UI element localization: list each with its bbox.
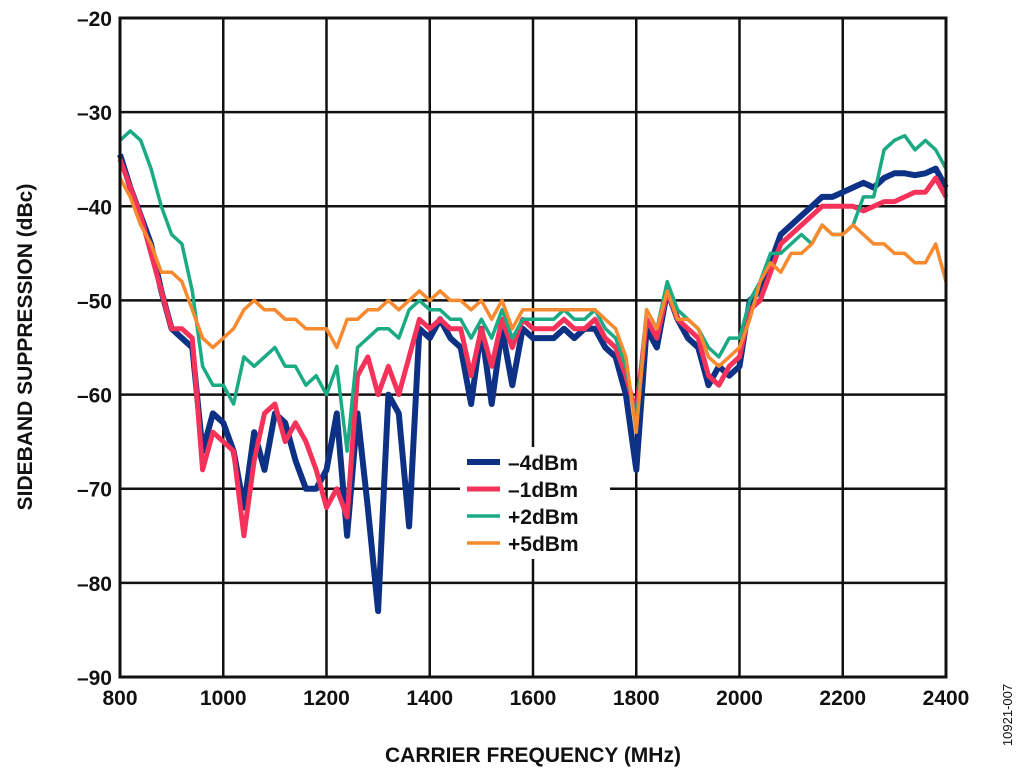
figure-id-annotation: 10921-007 bbox=[1000, 684, 1015, 746]
y-tick-label: –70 bbox=[77, 479, 112, 502]
y-tick-label: –50 bbox=[77, 290, 112, 313]
legend-box bbox=[460, 447, 610, 559]
legend-label: +5dBm bbox=[508, 533, 579, 556]
x-tick-label: 2000 bbox=[716, 687, 763, 710]
x-tick-label: 1000 bbox=[200, 687, 247, 710]
legend-label: +2dBm bbox=[508, 506, 579, 529]
x-axis-label: CARRIER FREQUENCY (MHz) bbox=[385, 744, 681, 767]
legend: –4dBm –1dBm +2dBm +5dBm bbox=[460, 447, 610, 559]
series-lines bbox=[117, 129, 949, 615]
legend-label: –4dBm bbox=[508, 452, 578, 475]
y-tick-label: –40 bbox=[77, 196, 112, 219]
series-line-2 bbox=[118, 129, 948, 453]
y-tick-label: –60 bbox=[77, 385, 112, 408]
x-tick-label: 1800 bbox=[613, 687, 660, 710]
y-tick-labels: –20 –30 –40 –50 –60 –70 –80 –90 bbox=[77, 8, 112, 690]
y-tick-label: –90 bbox=[77, 667, 112, 690]
y-tick-label: –30 bbox=[77, 102, 112, 125]
x-tick-label: 2400 bbox=[923, 687, 970, 710]
grid bbox=[118, 16, 948, 679]
x-tick-label: 800 bbox=[102, 687, 137, 710]
y-tick-label: –20 bbox=[77, 8, 112, 31]
x-tick-label: 2200 bbox=[819, 687, 866, 710]
x-tick-labels: 800 1000 1200 1400 1600 1800 2000 2200 2400 bbox=[102, 687, 969, 710]
x-tick-label: 1600 bbox=[510, 687, 557, 710]
y-axis-label: SIDEBAND SUPPRESSION (dBc) bbox=[14, 184, 37, 511]
x-tick-label: 1200 bbox=[303, 687, 350, 710]
x-tick-label: 1400 bbox=[406, 687, 453, 710]
series-line-1 bbox=[117, 158, 949, 539]
series-line-3 bbox=[118, 177, 948, 434]
y-tick-label: –80 bbox=[77, 573, 112, 596]
plot-frame bbox=[118, 16, 948, 679]
legend-label: –1dBm bbox=[508, 479, 578, 502]
